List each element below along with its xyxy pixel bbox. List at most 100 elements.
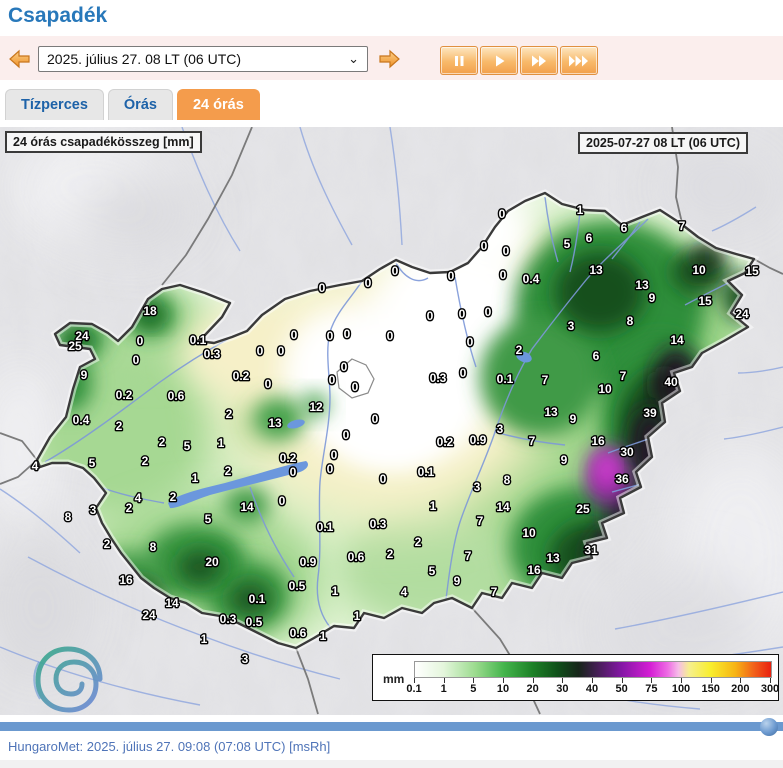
tab-24-oras[interactable]: 24 órás bbox=[176, 89, 260, 120]
product-tabs: Tízperces Órás 24 órás bbox=[5, 89, 260, 120]
station-value: 12 bbox=[309, 400, 323, 414]
station-value: 0 bbox=[448, 269, 455, 283]
station-value: 5 bbox=[564, 237, 571, 251]
station-value: 13 bbox=[589, 263, 603, 277]
station-value: 2 bbox=[170, 490, 177, 504]
station-value: 6 bbox=[593, 349, 600, 363]
play-button[interactable] bbox=[480, 46, 518, 75]
station-value: 16 bbox=[119, 573, 133, 587]
station-value: 0 bbox=[392, 264, 399, 278]
station-value: 0 bbox=[427, 309, 434, 323]
station-value: 0.2 bbox=[233, 369, 250, 383]
station-value: 0.3 bbox=[220, 612, 237, 626]
station-value: 8 bbox=[150, 540, 157, 554]
lake-velence bbox=[287, 419, 305, 429]
station-value: 0 bbox=[365, 276, 372, 290]
station-value: 0.6 bbox=[168, 389, 185, 403]
station-value: 0 bbox=[499, 207, 506, 221]
legend-tick-label: 40 bbox=[585, 683, 599, 695]
station-value: 7 bbox=[491, 585, 498, 599]
legend-tick bbox=[443, 678, 445, 683]
pause-icon bbox=[455, 55, 464, 66]
station-value: 9 bbox=[454, 574, 461, 588]
station-value: 1 bbox=[320, 629, 327, 643]
station-value: 7 bbox=[620, 369, 627, 383]
station-value: 2 bbox=[159, 435, 166, 449]
legend-tick bbox=[562, 678, 564, 683]
station-value: 0.1 bbox=[317, 520, 334, 534]
station-value: 0 bbox=[344, 327, 351, 341]
legend-tick-label: 30 bbox=[556, 683, 569, 695]
skip-to-end-button[interactable] bbox=[560, 46, 598, 75]
station-value: 0 bbox=[327, 329, 334, 343]
legend-tick-label: 0.1 bbox=[406, 683, 422, 695]
skip-to-end-icon bbox=[569, 55, 588, 66]
next-timestep-button[interactable] bbox=[376, 47, 402, 71]
legend-tick bbox=[473, 678, 475, 683]
station-value: 8 bbox=[504, 473, 511, 487]
station-value: 1 bbox=[332, 584, 339, 598]
pause-button[interactable] bbox=[440, 46, 478, 75]
station-value: 0.5 bbox=[246, 615, 263, 629]
station-value: 0 bbox=[278, 344, 285, 358]
station-value: 5 bbox=[184, 439, 191, 453]
legend-tick-label: 5 bbox=[470, 683, 477, 695]
time-slider-handle[interactable] bbox=[760, 718, 778, 736]
budapest-outline bbox=[336, 358, 375, 399]
station-value: 0 bbox=[257, 344, 264, 358]
station-value: 2 bbox=[104, 537, 111, 551]
station-value: 0 bbox=[459, 307, 466, 321]
legend-tick-label: 200 bbox=[731, 683, 750, 695]
station-value: 0.9 bbox=[470, 433, 487, 447]
legend-tick-label: 150 bbox=[701, 683, 720, 695]
station-value: 0.1 bbox=[190, 333, 207, 347]
station-value: 0.3 bbox=[204, 347, 221, 361]
station-value: 0 bbox=[343, 428, 350, 442]
station-value: 0.2 bbox=[116, 388, 133, 402]
station-value: 18 bbox=[143, 304, 157, 318]
station-value: 2 bbox=[415, 535, 422, 549]
station-value: 1 bbox=[577, 203, 584, 217]
station-value: 31 bbox=[584, 543, 598, 557]
station-value: 2 bbox=[387, 547, 394, 561]
station-value: 5 bbox=[429, 564, 436, 578]
station-value: 5 bbox=[89, 456, 96, 470]
legend-tick bbox=[621, 678, 623, 683]
station-value: 0 bbox=[279, 494, 286, 508]
legend-tick-label: 50 bbox=[615, 683, 628, 695]
station-value: 14 bbox=[670, 333, 684, 347]
station-value: 15 bbox=[745, 264, 759, 278]
station-value: 1 bbox=[201, 632, 208, 646]
station-value: 0 bbox=[133, 353, 140, 367]
fast-forward-button[interactable] bbox=[520, 46, 558, 75]
map-timestamp-label: 2025-07-27 08 LT (06 UTC) bbox=[578, 132, 748, 154]
station-value: 0 bbox=[380, 472, 387, 486]
bottom-strip bbox=[0, 760, 783, 768]
station-value: 36 bbox=[615, 472, 629, 486]
station-value: 3 bbox=[90, 503, 97, 517]
station-value: 9 bbox=[81, 368, 88, 382]
map-product-label: 24 órás csapadékösszeg [mm] bbox=[5, 131, 202, 153]
station-value: 3 bbox=[497, 422, 504, 436]
station-value: 7 bbox=[542, 373, 549, 387]
datetime-select[interactable]: 2025. július 27. 08 LT (06 UTC) ⌄ bbox=[38, 46, 368, 72]
station-value: 6 bbox=[586, 231, 593, 245]
station-value: 13 bbox=[268, 416, 282, 430]
prev-timestep-button[interactable] bbox=[7, 47, 33, 71]
legend-gradient-bar bbox=[414, 661, 772, 678]
station-value: 0.5 bbox=[289, 579, 306, 593]
station-value: 25 bbox=[576, 502, 590, 516]
station-value: 0 bbox=[341, 360, 348, 374]
station-value: 2 bbox=[126, 501, 133, 515]
station-value: 9 bbox=[570, 412, 577, 426]
tab-tizperces[interactable]: Tízperces bbox=[5, 89, 104, 120]
station-value: 0.4 bbox=[523, 272, 540, 286]
tab-oras[interactable]: Órás bbox=[107, 89, 173, 120]
station-value: 1 bbox=[354, 609, 361, 623]
station-value: 13 bbox=[546, 551, 560, 565]
station-value: 0 bbox=[331, 448, 338, 462]
station-value: 40 bbox=[664, 375, 678, 389]
time-slider[interactable] bbox=[0, 722, 783, 731]
station-value: 39 bbox=[643, 406, 657, 420]
station-value: 24 bbox=[735, 307, 749, 321]
